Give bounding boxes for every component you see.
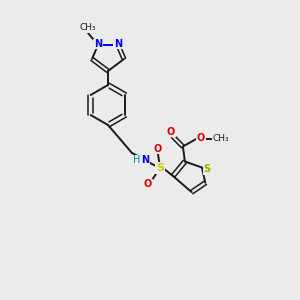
Text: N: N [94, 39, 102, 49]
Text: O: O [154, 144, 162, 154]
Text: N: N [114, 39, 122, 49]
Text: S: S [156, 163, 164, 173]
Text: H: H [133, 155, 141, 165]
Text: S: S [203, 164, 211, 175]
Text: N: N [141, 155, 149, 165]
Text: CH₃: CH₃ [80, 23, 96, 32]
Text: CH₃: CH₃ [213, 134, 229, 143]
Text: O: O [144, 179, 152, 189]
Text: O: O [197, 133, 205, 142]
Text: O: O [167, 127, 175, 136]
